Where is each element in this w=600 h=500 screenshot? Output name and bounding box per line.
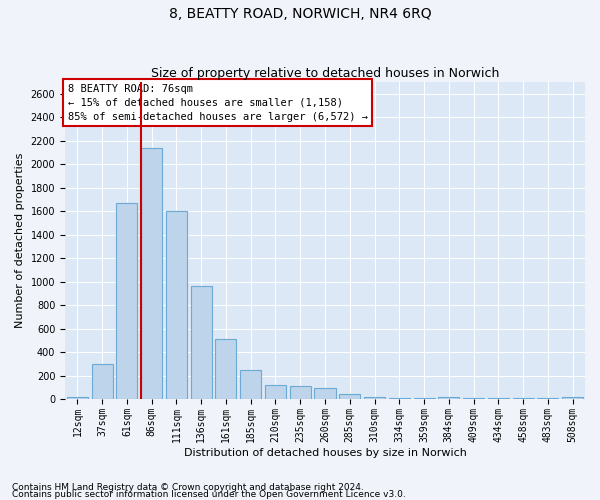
Bar: [92, 364, 113, 399]
Bar: [364, 397, 385, 399]
Bar: [166, 211, 187, 399]
Bar: [314, 388, 335, 399]
Bar: [191, 286, 212, 399]
Bar: [389, 398, 410, 399]
Text: Contains HM Land Registry data © Crown copyright and database right 2024.: Contains HM Land Registry data © Crown c…: [12, 484, 364, 492]
Text: 8 BEATTY ROAD: 76sqm
← 15% of detached houses are smaller (1,158)
85% of semi-de: 8 BEATTY ROAD: 76sqm ← 15% of detached h…: [68, 84, 368, 122]
Title: Size of property relative to detached houses in Norwich: Size of property relative to detached ho…: [151, 66, 499, 80]
Y-axis label: Number of detached properties: Number of detached properties: [15, 153, 25, 328]
Bar: [265, 385, 286, 399]
Bar: [438, 396, 460, 399]
Bar: [67, 396, 88, 399]
Bar: [463, 398, 484, 399]
Text: Contains public sector information licensed under the Open Government Licence v3: Contains public sector information licen…: [12, 490, 406, 499]
X-axis label: Distribution of detached houses by size in Norwich: Distribution of detached houses by size …: [184, 448, 466, 458]
Bar: [141, 148, 162, 399]
Bar: [290, 386, 311, 399]
Bar: [215, 339, 236, 399]
Text: 8, BEATTY ROAD, NORWICH, NR4 6RQ: 8, BEATTY ROAD, NORWICH, NR4 6RQ: [169, 8, 431, 22]
Bar: [240, 370, 261, 399]
Bar: [538, 398, 559, 399]
Bar: [488, 398, 509, 399]
Bar: [413, 398, 434, 399]
Bar: [339, 394, 360, 399]
Bar: [512, 398, 533, 399]
Bar: [116, 203, 137, 399]
Bar: [562, 396, 583, 399]
